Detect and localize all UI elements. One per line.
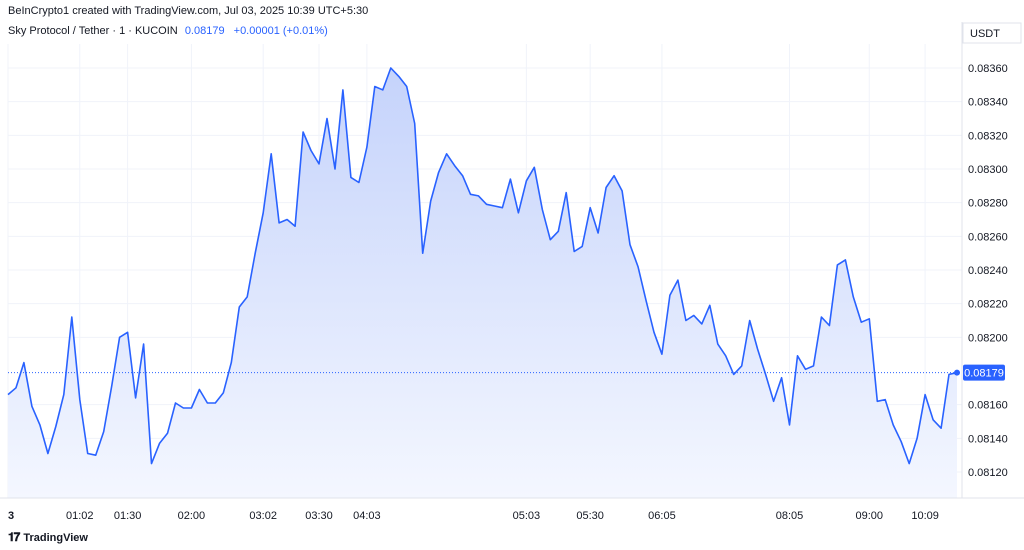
price-line	[7, 67, 958, 465]
x-tick-label: 08:05	[776, 510, 804, 522]
x-tick-label: 3	[8, 510, 14, 522]
tradingview-logo-icon: 𝟏𝟕	[8, 530, 20, 544]
x-tick-label: 09:00	[856, 510, 884, 522]
x-tick-label: 10:09	[911, 510, 939, 522]
footer: 𝟏𝟕 TradingView	[8, 530, 88, 545]
x-tick-label: 05:30	[576, 510, 604, 522]
x-tick-label: 06:05	[648, 510, 676, 522]
last-price-label: 0.08179	[964, 368, 1004, 380]
y-tick-label: 0.08160	[968, 400, 1008, 412]
y-tick-label: 0.08200	[968, 332, 1008, 344]
x-tick-label: 03:02	[249, 510, 277, 522]
y-tick-label: 0.08320	[968, 130, 1008, 142]
y-tick-label: 0.08280	[968, 198, 1008, 210]
creator-line: BeInCrypto1 created with TradingView.com…	[8, 5, 369, 17]
last-price: 0.08179	[184, 25, 225, 37]
axes[interactable]: 0.08360 0.08340 0.08320 0.08300 0.08280 0.082…	[0, 22, 1024, 522]
symbol-name[interactable]: Sky Protocol / Tether · 1 · KUCOIN	[8, 25, 178, 37]
y-tick-label: 0.08340	[968, 97, 1008, 109]
y-tick-label: 0.08120	[968, 467, 1008, 479]
y-tick-label: 0.08220	[968, 299, 1008, 311]
symbol-legend: Sky Protocol / Tether · 1 · KUCOIN 0.081…	[8, 25, 328, 37]
x-tick-label: 03:30	[305, 510, 333, 522]
y-tick-label: 0.08240	[968, 265, 1008, 277]
tradingview-logo-text: TradingView	[23, 531, 88, 544]
y-tick-label: 0.08140	[968, 433, 1008, 445]
y-tick-label: 0.08360	[968, 63, 1008, 75]
currency-label: USDT	[970, 28, 1000, 40]
price-area	[7, 67, 962, 498]
last-price-dot	[954, 369, 960, 376]
price-change: +0.00001 (+0.01%)	[233, 25, 328, 37]
x-tick-label: 05:03	[513, 510, 541, 522]
x-tick-label: 01:30	[114, 510, 142, 522]
x-tick-label: 01:02	[66, 510, 94, 522]
last-price-badge	[963, 364, 1005, 381]
area-fill	[8, 68, 957, 498]
currency-box	[962, 22, 1022, 44]
x-tick-label: 04:03	[353, 510, 381, 522]
y-tick-label: 0.08300	[968, 164, 1008, 176]
y-tick-label: 0.08260	[968, 231, 1008, 243]
x-tick-label: 02:00	[178, 510, 206, 522]
